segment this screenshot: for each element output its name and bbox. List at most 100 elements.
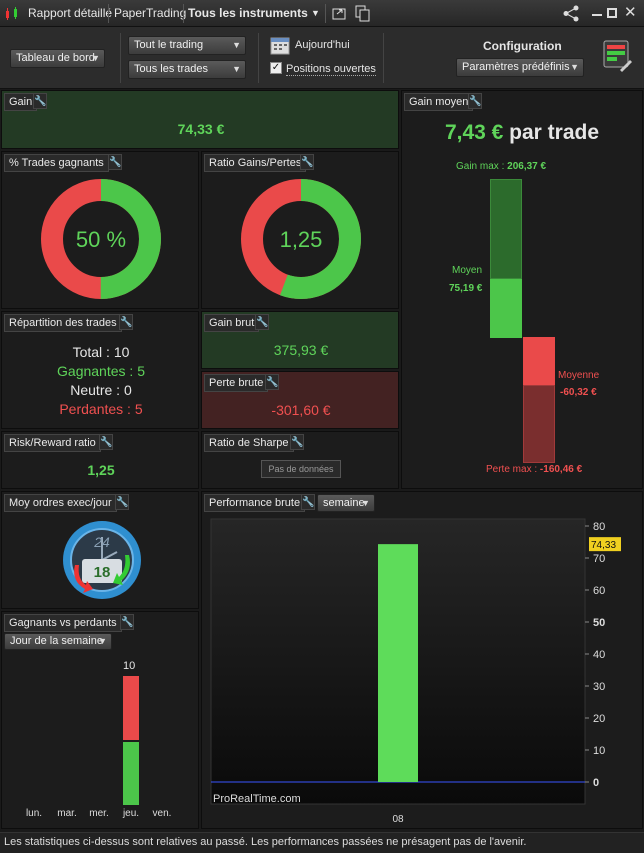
orders-title: Moy ordres exec/jour: [4, 494, 117, 512]
weekday-selector[interactable]: Jour de la semaine ▼: [4, 633, 112, 650]
distribution-panel: Répartition des trades 🔧 Total : 10 Gagn…: [1, 311, 199, 429]
max-gain-value: 206,37 €: [507, 161, 547, 172]
neutral-value: 0: [123, 382, 132, 398]
view-selector-label: Tableau de bord: [16, 52, 95, 64]
neutral-row: Neutre : 0: [2, 381, 200, 400]
title-bar: Rapport détaillé PaperTrading Tous les i…: [0, 0, 644, 27]
trading-selector[interactable]: Tout le trading ▼: [128, 36, 246, 55]
maximize-icon[interactable]: [607, 8, 617, 18]
today-button[interactable]: Aujourd'hui: [295, 39, 350, 51]
sharpe-title: Ratio de Sharpe: [204, 434, 294, 452]
max-loss-row: Perte max : -160,46 €: [486, 464, 582, 475]
ratio-panel: Ratio Gains/Pertes 🔧 1,25: [201, 151, 399, 309]
y-tick-label: 50: [593, 617, 605, 629]
total-value: 10: [113, 344, 130, 360]
view-selector[interactable]: Tableau de bord ▼: [10, 49, 105, 68]
max-loss-value: -160,46 €: [539, 464, 583, 475]
chevron-down-icon[interactable]: ▼: [311, 8, 320, 18]
calendar-icon[interactable]: [270, 35, 290, 55]
loss-value: 5: [134, 401, 143, 417]
max-loss-label: Perte max :: [486, 464, 538, 475]
weekday-label: mer.: [89, 808, 109, 819]
copy-icon[interactable]: [355, 5, 370, 22]
candlestick-icon: [6, 7, 17, 20]
win-row: Gagnantes : 5: [2, 362, 200, 381]
account-selector[interactable]: PaperTrading: [114, 6, 187, 20]
win-label: Gagnantes :: [57, 363, 134, 379]
winners-losers-panel: Gagnants vs perdants 🔧 Jour de la semain…: [1, 611, 199, 829]
performance-bar: [378, 544, 418, 782]
minimize-icon[interactable]: [592, 14, 602, 16]
loss-label: Perdantes :: [59, 401, 131, 417]
export-icon[interactable]: [332, 6, 347, 21]
orders-panel: Moy ordres exec/jour 🔧 24 18: [1, 491, 199, 609]
ratio-value: 1,25: [280, 227, 323, 252]
avg-label: Moyen: [452, 265, 483, 276]
orders-count: 18: [94, 564, 111, 581]
wrench-icon[interactable]: 🔧: [108, 154, 122, 170]
win-value: 5: [137, 363, 145, 379]
report-tab[interactable]: Rapport détaillé: [28, 6, 113, 20]
share-icon[interactable]: [563, 5, 580, 22]
y-tick-label: 80: [593, 521, 605, 533]
period-selector[interactable]: semaine ▼: [317, 494, 375, 512]
chevron-down-icon: ▼: [570, 62, 579, 72]
losers-bar-thursday: [123, 676, 139, 740]
wrench-icon[interactable]: 🔧: [290, 434, 304, 450]
loss-row: Perdantes : 5: [2, 400, 200, 419]
win-pct-donut: 50 %: [41, 179, 161, 299]
ratio-donut: 1,25: [241, 179, 361, 299]
distribution-list: Total : 10 Gagnantes : 5 Neutre : 0 Perd…: [2, 343, 200, 419]
win-pct-value: 50 %: [76, 227, 126, 252]
avg-loss-bar: [523, 337, 555, 385]
gross-gain-title: Gain brut: [204, 314, 260, 332]
win-pct-title: % Trades gagnants: [4, 154, 109, 172]
gain-value: 74,33 €: [177, 121, 225, 137]
chevron-down-icon: ▼: [232, 40, 241, 50]
wrench-icon[interactable]: 🔧: [265, 374, 279, 390]
avg-gain-title: Gain moyen: [404, 93, 474, 111]
wrench-icon[interactable]: 🔧: [99, 434, 113, 450]
avg-gain-headline: 7,43 € par trade: [402, 121, 642, 145]
chevron-down-icon: ▼: [98, 636, 107, 646]
y-tick-label: 70: [593, 553, 605, 565]
winners-bar-thursday: [123, 742, 139, 805]
clock-top-number: 24: [93, 534, 110, 550]
performance-chart: 0 10 20 30 40 50 60 70 80 08 74,33 ProRealTime.co…: [210, 518, 621, 825]
clock-icon: 24 18: [63, 521, 141, 599]
chart-watermark: ProRealTime.com: [213, 793, 301, 805]
wrench-icon[interactable]: 🔧: [301, 494, 315, 510]
wrench-icon[interactable]: 🔧: [300, 154, 314, 170]
wrench-icon[interactable]: 🔧: [115, 494, 129, 510]
close-icon[interactable]: ✕: [624, 4, 637, 21]
toolbar: Tableau de bord ▼ Tout le trading ▼ Tous l…: [0, 27, 644, 89]
donut-win-arc: [41, 179, 161, 299]
gross-loss-value: -301,60 €: [271, 402, 331, 418]
weekday-selector-label: Jour de la semaine: [10, 635, 103, 647]
gross-gain-value: 375,93 €: [273, 342, 329, 358]
y-tick-label: 20: [593, 713, 605, 725]
gross-gain-panel: Gain brut 🔧 375,93 €: [201, 311, 399, 369]
max-gain-bar: [490, 179, 522, 279]
wrench-icon[interactable]: 🔧: [468, 93, 482, 109]
risk-reward-panel: Risk/Reward ratio 🔧 1,25: [1, 431, 199, 489]
disclaimer: Les statistiques ci-dessus sont relative…: [0, 832, 644, 853]
y-tick-label: 0: [593, 777, 599, 789]
preset-selector[interactable]: Paramètres prédéfinis ▼: [456, 58, 584, 77]
distribution-title: Répartition des trades: [4, 314, 122, 332]
wrench-icon[interactable]: 🔧: [119, 314, 133, 330]
trades-selector[interactable]: Tous les trades ▼: [128, 60, 246, 79]
instruments-selector[interactable]: Tous les instruments: [188, 6, 308, 20]
wrench-icon[interactable]: 🔧: [33, 93, 47, 109]
wrench-icon[interactable]: 🔧: [255, 314, 269, 330]
win-pct-panel: % Trades gagnants 🔧 50 %: [1, 151, 199, 309]
ratio-title: Ratio Gains/Pertes: [204, 154, 307, 172]
current-value-tag: [589, 537, 621, 552]
open-positions-checkbox[interactable]: ✓: [270, 62, 282, 74]
trading-selector-label: Tout le trading: [134, 39, 204, 51]
neutral-label: Neutre :: [70, 382, 121, 398]
wrench-icon[interactable]: 🔧: [120, 614, 134, 630]
donut-win-arc: [241, 179, 361, 299]
period-selector-label: semaine: [323, 497, 365, 509]
settings-icon[interactable]: [603, 40, 633, 72]
